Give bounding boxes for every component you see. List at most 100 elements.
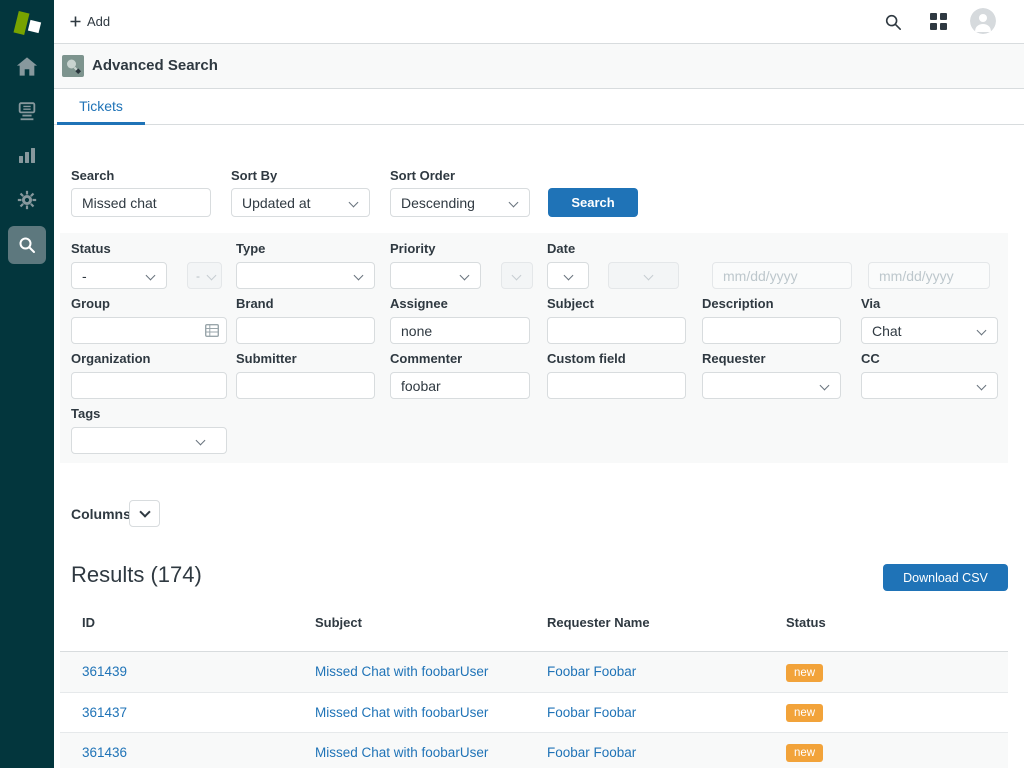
organization-input[interactable] — [71, 372, 227, 399]
ticket-subject-link[interactable]: Missed Chat with foobarUser — [315, 664, 488, 679]
status-select[interactable]: - — [71, 262, 167, 289]
assignee-input[interactable] — [390, 317, 530, 344]
ticket-id-link[interactable]: 361439 — [82, 664, 127, 679]
sort-order-select[interactable]: Descending — [390, 188, 530, 217]
ticket-subject-link[interactable]: Missed Chat with foobarUser — [315, 705, 488, 720]
requester-label: Requester — [702, 351, 766, 366]
group-picker-icon[interactable] — [205, 324, 219, 342]
search-input[interactable] — [71, 188, 211, 217]
via-select[interactable]: Chat — [861, 317, 998, 344]
plus-icon — [70, 16, 81, 27]
description-label: Description — [702, 296, 774, 311]
table-row: 361436 Missed Chat with foobarUser Fooba… — [60, 732, 1008, 768]
search-submit-button[interactable]: Search — [548, 188, 638, 217]
submitter-input[interactable] — [236, 372, 375, 399]
status-secondary-select: - — [187, 262, 222, 289]
chevron-down-icon — [564, 271, 574, 281]
sidebar-item-reports[interactable] — [0, 145, 54, 165]
date-operator-select[interactable] — [547, 262, 589, 289]
page-header: Advanced Search — [54, 44, 1024, 89]
custom-field-input[interactable] — [547, 372, 686, 399]
group-label: Group — [71, 296, 110, 311]
add-button-label: Add — [87, 14, 110, 29]
column-header-subject: Subject — [315, 604, 547, 651]
submitter-label: Submitter — [236, 351, 297, 366]
sidebar-item-search-active[interactable] — [8, 226, 46, 264]
date-to-input — [868, 262, 990, 289]
status-secondary-value: - — [196, 269, 200, 283]
tags-select[interactable] — [71, 427, 227, 454]
chevron-down-icon — [196, 436, 206, 446]
group-input[interactable] — [71, 317, 227, 344]
ticket-subject-link[interactable]: Missed Chat with foobarUser — [315, 745, 488, 760]
subject-input[interactable] — [547, 317, 686, 344]
app-grid-button[interactable] — [930, 13, 947, 35]
page-title: Advanced Search — [92, 44, 218, 88]
status-badge: new — [786, 744, 823, 762]
topbar: Add — [54, 0, 1024, 44]
ticket-id-link[interactable]: 361436 — [82, 745, 127, 760]
sidebar — [0, 0, 54, 768]
brand-input[interactable] — [236, 317, 375, 344]
custom-field-label: Custom field — [547, 351, 626, 366]
sort-by-select[interactable]: Updated at — [231, 188, 370, 217]
type-select[interactable] — [236, 262, 375, 289]
requester-name-link[interactable]: Foobar Foobar — [547, 664, 636, 679]
cc-label: CC — [861, 351, 880, 366]
requester-select[interactable] — [702, 372, 841, 399]
tab-tickets-label: Tickets — [79, 98, 123, 114]
requester-name-link[interactable]: Foobar Foobar — [547, 705, 636, 720]
assignee-label: Assignee — [390, 296, 448, 311]
sidebar-item-home[interactable] — [0, 56, 54, 77]
download-csv-button[interactable]: Download CSV — [883, 564, 1008, 591]
results-heading: Results (174) — [71, 562, 202, 588]
columns-dropdown-button[interactable] — [129, 500, 160, 527]
search-icon — [17, 235, 37, 255]
sort-by-value: Updated at — [242, 195, 311, 211]
sort-order-label: Sort Order — [390, 168, 455, 183]
requester-name-link[interactable]: Foobar Foobar — [547, 745, 636, 760]
chevron-down-icon — [977, 381, 987, 391]
status-label: Status — [71, 241, 111, 256]
user-avatar[interactable] — [970, 8, 996, 34]
date-secondary-select — [608, 262, 679, 289]
filters-panel: Status Type Priority Date - - — [60, 233, 1008, 463]
sidebar-item-views[interactable] — [0, 100, 54, 122]
gear-icon — [16, 189, 38, 211]
topbar-search-button[interactable] — [884, 13, 902, 36]
bar-chart-icon — [17, 145, 37, 165]
commenter-input[interactable] — [390, 372, 530, 399]
ticket-id-link[interactable]: 361437 — [82, 705, 127, 720]
via-label: Via — [861, 296, 880, 311]
sidebar-item-settings[interactable] — [0, 189, 54, 211]
chevron-down-icon — [207, 271, 217, 281]
column-header-requester-name: Requester Name — [547, 604, 786, 651]
tab-tickets[interactable]: Tickets — [57, 90, 145, 125]
chevron-down-icon — [644, 271, 654, 281]
brand-label: Brand — [236, 296, 274, 311]
sort-by-label: Sort By — [231, 168, 277, 183]
priority-secondary-select — [501, 262, 533, 289]
status-value: - — [82, 268, 87, 284]
chevron-down-icon — [977, 326, 987, 336]
tabs-bar: Tickets — [54, 90, 1024, 125]
via-value: Chat — [872, 323, 902, 339]
app-window: Add — [0, 0, 1024, 768]
home-icon — [16, 56, 38, 77]
search-label: Search — [71, 168, 114, 183]
chevron-down-icon — [460, 271, 470, 281]
status-badge: new — [786, 664, 823, 682]
status-badge: new — [786, 704, 823, 722]
chevron-down-icon — [146, 271, 156, 281]
search-icon — [884, 13, 902, 31]
priority-select[interactable] — [390, 262, 481, 289]
date-from-input — [712, 262, 852, 289]
add-button[interactable]: Add — [70, 0, 110, 43]
description-input[interactable] — [702, 317, 841, 344]
chevron-down-icon — [354, 271, 364, 281]
cc-select[interactable] — [861, 372, 998, 399]
tags-label: Tags — [71, 406, 100, 421]
advanced-search-app-icon — [62, 55, 84, 82]
chevron-down-icon — [512, 271, 522, 281]
logo-icon — [8, 8, 46, 42]
